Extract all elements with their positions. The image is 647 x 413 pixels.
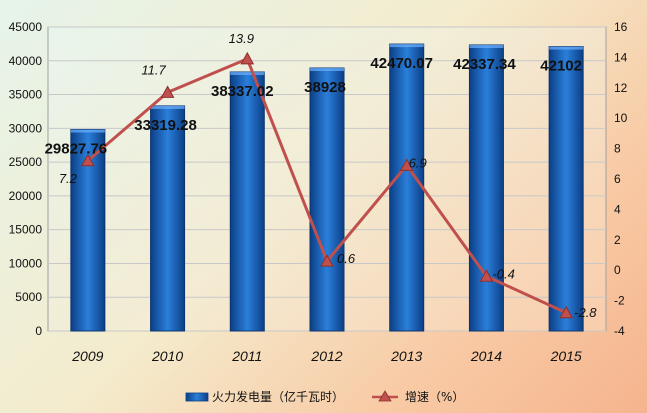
x-category-label: 2013 (390, 348, 422, 364)
line-point-marker (559, 305, 573, 319)
x-category-label: 2010 (151, 348, 183, 364)
bar-value-label: 42337.34 (453, 56, 516, 73)
bar (229, 71, 265, 332)
bar-value-label: 38337.02 (211, 83, 274, 100)
bar-value-label: 29827.76 (45, 140, 108, 157)
line-value-label: 11.7 (141, 62, 166, 77)
y-right-tick-label: 12 (614, 81, 628, 95)
y-right-tick-label: -2 (614, 294, 625, 308)
y-right-tick-label: 0 (614, 263, 621, 277)
line-value-label: 0.6 (337, 251, 356, 266)
bar-top-highlight (310, 68, 344, 72)
right-axis: -4 -2 0 2 4 6 8 10 12 14 16 (614, 20, 628, 338)
bar-value-label: 42470.07 (370, 55, 433, 72)
line-value-label: -2.8 (574, 305, 597, 320)
bar (309, 67, 345, 332)
line-value-label: 6.9 (409, 155, 427, 170)
line-value-label: 13.9 (229, 31, 254, 46)
line-point-marker (240, 51, 255, 65)
y-left-tick-label: 25000 (9, 155, 43, 169)
legend-bar-swatch (185, 392, 209, 402)
bar (150, 105, 186, 332)
line-point-marker (479, 269, 494, 282)
legend-line-label: 增速（%） (405, 390, 464, 404)
y-left-tick-label: 40000 (9, 54, 43, 68)
bar (468, 44, 504, 332)
x-category-label: 2015 (550, 348, 582, 364)
y-left-tick-label: 15000 (9, 223, 43, 237)
bar-top-highlight (469, 44, 504, 48)
line-point-marker (160, 85, 175, 98)
line-value-label: 7.2 (59, 171, 78, 186)
y-right-tick-label: 8 (614, 142, 621, 156)
category-axis: 2009 2010 2011 2012 2013 2014 2015 (71, 348, 582, 364)
y-left-tick-label: 35000 (9, 88, 43, 102)
y-right-tick-label: 4 (614, 202, 621, 216)
line-value-label: -0.4 (492, 266, 514, 281)
bar-top-highlight (70, 129, 105, 133)
bar-data-labels: 29827.76 33319.28 38337.02 38928 42470.07 423… (45, 55, 582, 157)
y-right-tick-label: 2 (614, 233, 621, 247)
x-category-label: 2012 (310, 348, 342, 364)
y-left-tick-label: 45000 (9, 20, 43, 34)
line-series (81, 51, 573, 319)
bar-top-highlight (389, 44, 424, 48)
y-right-tick-label: 16 (614, 20, 628, 34)
bar-value-label: 38928 (304, 79, 346, 96)
bar (389, 43, 425, 332)
bar-top-highlight (150, 105, 185, 109)
bar (548, 46, 584, 332)
y-right-tick-label: 10 (614, 111, 628, 125)
y-left-tick-label: 30000 (9, 121, 43, 135)
legend-triangle-marker (378, 390, 392, 402)
x-category-label: 2011 (231, 348, 262, 364)
left-axis: 0 5000 10000 15000 20000 25000 30000 35000 40000… (9, 20, 43, 338)
x-category-label: 2009 (71, 348, 103, 364)
y-left-tick-label: 5000 (15, 290, 42, 304)
line-point-marker (399, 158, 414, 171)
bar-series (70, 43, 584, 332)
legend-bar-label: 火力发电量（亿千瓦时） (212, 389, 344, 404)
y-right-tick-label: 14 (614, 50, 628, 64)
gridlines (48, 26, 606, 332)
bar-top-highlight (549, 46, 584, 50)
bar-value-label: 33319.28 (134, 117, 197, 134)
legend: 火力发电量（亿千瓦时） 增速（%） (185, 389, 464, 404)
y-right-tick-label: 6 (614, 172, 621, 186)
y-left-tick-label: 0 (35, 324, 42, 338)
y-right-tick-label: -4 (614, 324, 625, 338)
line-data-labels: 7.2 11.7 13.9 0.6 6.9 -0.4 -2.8 (59, 31, 597, 320)
x-category-label: 2014 (470, 348, 502, 364)
line-point-marker (320, 254, 334, 267)
y-left-tick-label: 20000 (9, 189, 43, 203)
bar-value-label: 42102 (540, 58, 582, 75)
y-left-tick-label: 10000 (9, 256, 43, 270)
bar-top-highlight (230, 72, 265, 76)
line-point-marker (81, 153, 95, 167)
